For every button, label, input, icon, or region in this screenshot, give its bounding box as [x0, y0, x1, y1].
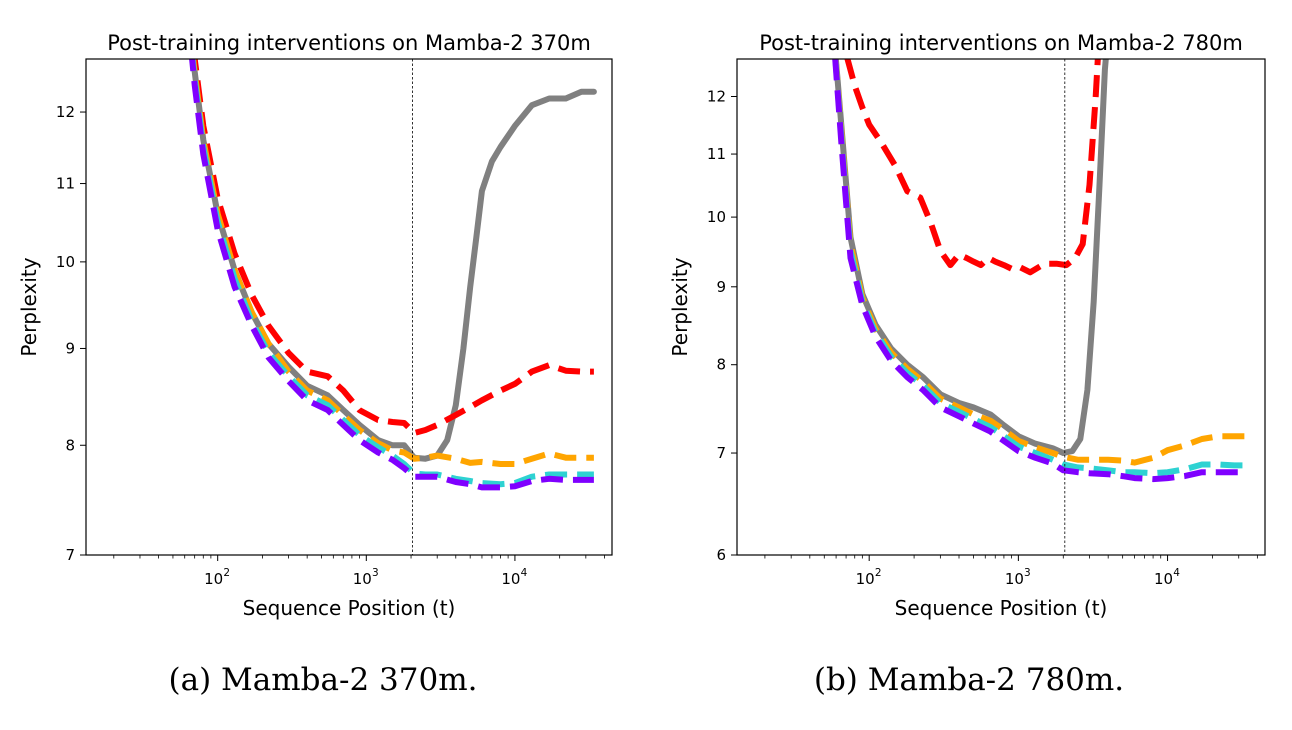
- chart-b-y-tick-label: 10: [707, 208, 726, 226]
- chart-b-series-line-1: [832, 59, 1109, 456]
- chart-a-axes-frame: [85, 58, 613, 556]
- chart-b-y-tick-label: 11: [707, 145, 726, 163]
- chart-b-y-tick-label: 9: [716, 278, 726, 296]
- chart-a-x-tick-exponent: 3: [372, 567, 379, 579]
- chart-b-y-tick-label: 8: [716, 356, 726, 374]
- chart-b-x-tick-exponent: 4: [1173, 567, 1180, 579]
- chart-b-x-tick-label: 10: [1005, 570, 1024, 588]
- chart-a-y-tick-label: 8: [65, 436, 75, 454]
- chart-b-series-line-3: [832, 59, 1247, 466]
- caption-a: (a) Mamba-2 370m.: [168, 662, 478, 698]
- chart-a-x-tick-exponent: 4: [521, 567, 528, 579]
- chart-a-y-tick-label: 10: [56, 253, 75, 271]
- chart-a-series-line-3: [190, 59, 594, 467]
- caption-b: (b) Mamba-2 780m.: [813, 662, 1125, 698]
- chart-b-plot-area: [832, 59, 1247, 483]
- chart-a-x-tick-label: 10: [204, 570, 223, 588]
- chart-a-y-tick-label: 11: [56, 175, 75, 193]
- chart-b-y-tick-label: 6: [716, 546, 726, 564]
- chart-b: Post-training interventions on Mamba-2 7…: [668, 31, 1266, 620]
- chart-a-series-line-4: [189, 59, 594, 488]
- chart-b-y-tick-label: 7: [716, 444, 726, 462]
- chart-a-y-tick-label: 12: [56, 103, 75, 121]
- chart-a-y-axis-label: Perplexity: [17, 257, 41, 356]
- chart-a-series-line-1: [190, 59, 597, 462]
- chart-a-series-line-2: [191, 59, 594, 436]
- chart-b-axes-frame: [736, 58, 1266, 556]
- chart-panel-b: Post-training interventions on Mamba-2 7…: [646, 0, 1292, 730]
- chart-a-y-tick-label: 7: [65, 546, 75, 564]
- chart-b-x-tick-exponent: 2: [875, 567, 882, 579]
- chart-b-x-tick-exponent: 3: [1024, 567, 1031, 579]
- chart-a-x-tick-exponent: 2: [223, 567, 230, 579]
- chart-b-y-axis-label: Perplexity: [668, 257, 692, 356]
- chart-a-title: Post-training interventions on Mamba-2 3…: [107, 31, 591, 55]
- chart-a-x-tick-label: 10: [353, 570, 372, 588]
- chart-b-x-axis-label: Sequence Position (t): [895, 596, 1108, 620]
- chart-b-x-tick-label: 10: [1154, 570, 1173, 588]
- chart-a-x-tick-label: 10: [501, 570, 520, 588]
- chart-b-title: Post-training interventions on Mamba-2 7…: [759, 31, 1243, 55]
- chart-a-y-tick-label: 9: [65, 339, 75, 357]
- chart-b-series-line-5: [832, 59, 1247, 483]
- chart-b-series-line-2: [844, 59, 1101, 276]
- chart-b-y-tick-label: 12: [707, 88, 726, 106]
- chart-a-x-axis-label: Sequence Position (t): [243, 596, 456, 620]
- chart-a-plot-area: [189, 59, 597, 491]
- chart-a: Post-training interventions on Mamba-2 3…: [17, 31, 613, 620]
- chart-a-series-line-5: [189, 59, 594, 491]
- chart-b-x-tick-label: 10: [856, 570, 875, 588]
- chart-b-series-line-4: [832, 59, 1247, 477]
- chart-panel-a: Post-training interventions on Mamba-2 3…: [17, 31, 613, 698]
